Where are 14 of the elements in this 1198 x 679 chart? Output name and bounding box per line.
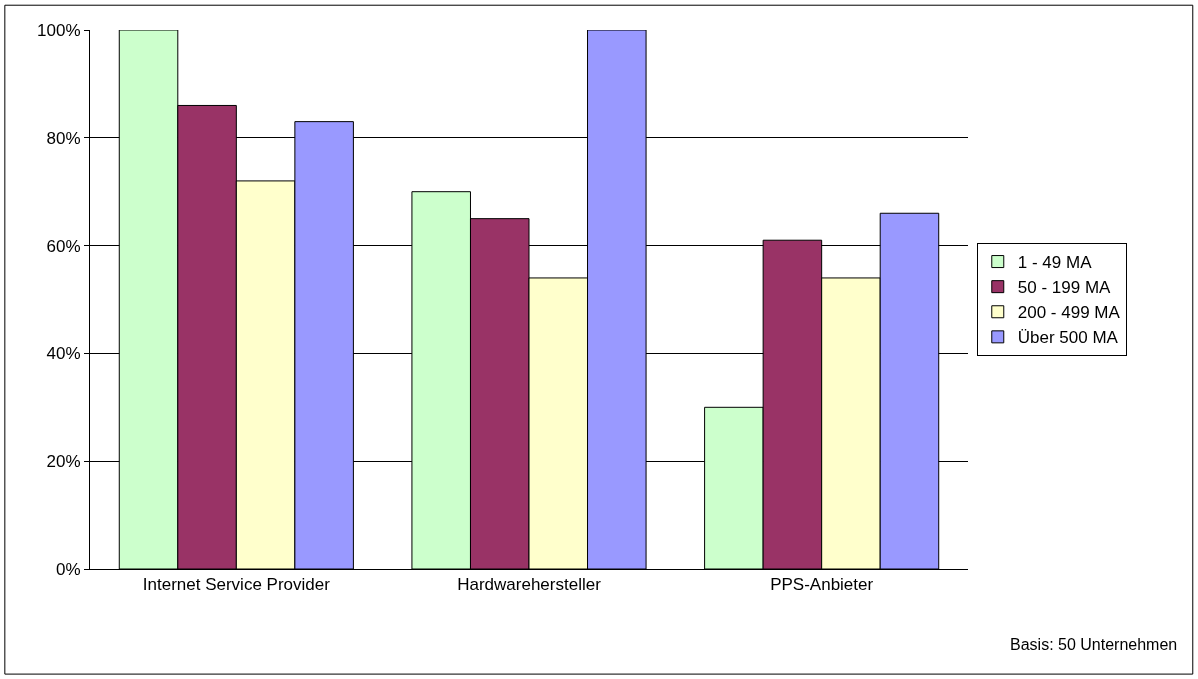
y-tick-label: 40% bbox=[46, 344, 81, 364]
y-tick-label: 100% bbox=[37, 20, 81, 40]
legend-label: 1 - 49 MA bbox=[1017, 253, 1093, 273]
x-tick-label: PPS-Anbieter bbox=[770, 575, 874, 595]
y-tick-label: 0% bbox=[56, 559, 81, 579]
text: Basis: 50 Unternehmen bbox=[1010, 636, 1178, 653]
x-tick-label: Hardwarehersteller bbox=[457, 575, 602, 595]
legend-label: 50 - 199 MA bbox=[1017, 278, 1112, 298]
y-tick-label: 60% bbox=[46, 236, 81, 256]
y-tick-label: 80% bbox=[46, 128, 81, 148]
legend-label: Über 500 MA bbox=[1017, 328, 1119, 348]
x-tick-label: Internet Service Provider bbox=[142, 575, 331, 595]
y-tick-label: 20% bbox=[46, 452, 81, 472]
legend-label: 200 - 499 MA bbox=[1017, 303, 1121, 323]
